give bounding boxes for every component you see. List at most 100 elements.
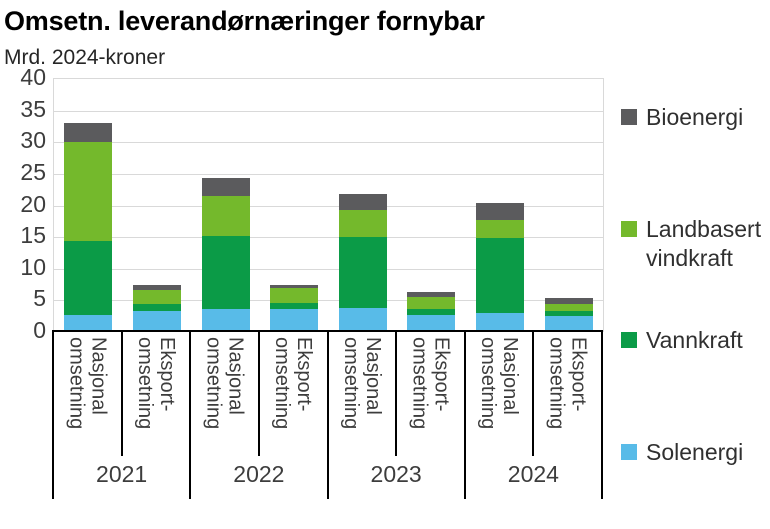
y-axis-tick-label: 5	[33, 285, 46, 312]
x-axis-minor-tick	[532, 331, 535, 456]
bar-segment-landbasert-vindkraft	[544, 304, 593, 312]
legend-item-landbasert: Landbasert vindkraft	[621, 215, 761, 273]
bar-segment-vannkraft	[544, 311, 593, 317]
legend-swatch-icon	[621, 332, 637, 348]
bar-segment-bioenergi	[64, 123, 113, 143]
bar-segment-solenergi	[338, 307, 387, 332]
x-axis-minor-tick	[120, 331, 123, 456]
bar-segment-bioenergi	[201, 177, 250, 197]
bar-segment-solenergi	[132, 310, 181, 332]
x-axis-category-label: Nasjonal omsetning	[65, 337, 110, 430]
x-axis-category-label-box: Eksport- omsetning	[396, 337, 465, 459]
bar-2024-eksport	[544, 297, 593, 332]
bar-segment-vannkraft	[270, 302, 319, 310]
bar-segment-vannkraft	[132, 304, 181, 311]
x-axis-category-label: Eksport- omsetning	[408, 337, 453, 430]
gridline	[54, 142, 603, 144]
bar-segment-vannkraft	[201, 235, 250, 309]
bar-segment-landbasert-vindkraft	[270, 288, 319, 303]
chart-unit-label: Mrd. 2024-kroner	[4, 46, 166, 69]
x-axis-category-label: Nasjonal omsetning	[477, 337, 522, 430]
bar-2023-eksport	[407, 292, 456, 332]
legend-item-bioenergi: Bioenergi	[621, 103, 743, 132]
bar-segment-landbasert-vindkraft	[407, 296, 456, 309]
plot-area	[53, 78, 604, 332]
y-axis-tick-label: 30	[20, 127, 46, 154]
bar-2021-nasjonal	[64, 123, 113, 332]
bar-segment-solenergi	[407, 314, 456, 332]
legend-label: Bioenergi	[646, 104, 744, 130]
x-axis-year-label: 2022	[233, 461, 285, 487]
bar-segment-solenergi	[544, 316, 593, 332]
bar-segment-landbasert-vindkraft	[132, 289, 181, 305]
x-axis-category-label: Nasjonal omsetning	[202, 337, 247, 430]
bar-segment-solenergi	[64, 314, 113, 332]
bar-segment-bioenergi	[270, 285, 319, 289]
y-axis-tick-label: 10	[20, 253, 46, 280]
x-axis-category-label: Nasjonal omsetning	[339, 337, 384, 430]
x-axis-category-label-box: Nasjonal omsetning	[53, 337, 122, 459]
x-axis-year-label: 2021	[96, 461, 148, 487]
legend-item-solenergi: Solenergi	[621, 438, 743, 467]
bar-segment-solenergi	[270, 309, 319, 332]
bar-segment-bioenergi	[338, 193, 387, 210]
x-axis-major-tick	[463, 331, 466, 499]
gridline	[54, 237, 603, 239]
bar-segment-bioenergi	[544, 297, 593, 305]
chart-title: Omsetn. leverandørnæringer fornybar	[4, 6, 485, 36]
x-axis-minor-tick	[395, 331, 398, 456]
bar-2023-nasjonal	[338, 193, 387, 332]
x-axis-year-label: 2023	[370, 461, 422, 487]
x-axis-category-label-box: Eksport- omsetning	[122, 337, 191, 459]
bar-segment-landbasert-vindkraft	[338, 209, 387, 237]
gridline	[54, 173, 603, 175]
x-axis-category-label-box: Nasjonal omsetning	[465, 337, 534, 459]
legend-label: Vannkraft	[646, 327, 743, 353]
y-axis-tick-label: 35	[20, 95, 46, 122]
gridline	[54, 300, 603, 302]
y-axis-tick-label: 20	[20, 190, 46, 217]
legend-label: Solenergi	[646, 439, 744, 465]
x-axis-category-label: Eksport- omsetning	[271, 337, 316, 430]
bar-2021-eksport	[132, 284, 181, 332]
bar-2022-nasjonal	[201, 177, 250, 332]
x-axis-category-label-box: Nasjonal omsetning	[328, 337, 397, 459]
y-axis-tick-label: 40	[20, 64, 46, 90]
y-axis-tick-label: 15	[20, 222, 46, 249]
legend-swatch-icon	[621, 221, 637, 237]
y-axis-tick-label: 0	[33, 317, 46, 343]
bar-segment-vannkraft	[338, 236, 387, 308]
bar-segment-vannkraft	[64, 240, 113, 315]
x-axis-category-label-box: Eksport- omsetning	[259, 337, 328, 459]
bar-segment-bioenergi	[476, 203, 525, 221]
y-axis-tick-label: 25	[20, 158, 46, 185]
x-axis-category-label-box: Nasjonal omsetning	[190, 337, 259, 459]
bar-segment-bioenergi	[407, 292, 456, 297]
bar-segment-solenergi	[201, 308, 250, 332]
x-axis-major-tick	[326, 331, 329, 499]
bar-2024-nasjonal	[476, 203, 525, 332]
bar-segment-solenergi	[476, 313, 525, 332]
legend-swatch-icon	[621, 444, 637, 460]
legend-item-vannkraft: Vannkraft	[621, 326, 743, 355]
legend-swatch-icon	[621, 109, 637, 125]
x-axis-category-label-box: Eksport- omsetning	[533, 337, 602, 459]
bar-2022-eksport	[270, 285, 319, 332]
bar-segment-bioenergi	[132, 284, 181, 290]
x-axis-category-label: Eksport- omsetning	[545, 337, 590, 430]
x-axis-category-label: Eksport- omsetning	[133, 337, 178, 430]
bar-segment-landbasert-vindkraft	[201, 196, 250, 236]
x-axis-year-label: 2024	[507, 461, 559, 487]
x-axis-major-tick	[601, 331, 603, 499]
x-axis-major-tick	[52, 331, 54, 499]
legend-label: Landbasert vindkraft	[646, 216, 762, 271]
bar-segment-landbasert-vindkraft	[476, 220, 525, 238]
gridline	[54, 268, 603, 270]
x-axis-major-tick	[189, 331, 192, 499]
x-axis-minor-tick	[257, 331, 260, 456]
bar-segment-vannkraft	[407, 308, 456, 315]
gridline	[54, 205, 603, 207]
gridline	[54, 110, 603, 112]
bar-segment-vannkraft	[476, 237, 525, 314]
